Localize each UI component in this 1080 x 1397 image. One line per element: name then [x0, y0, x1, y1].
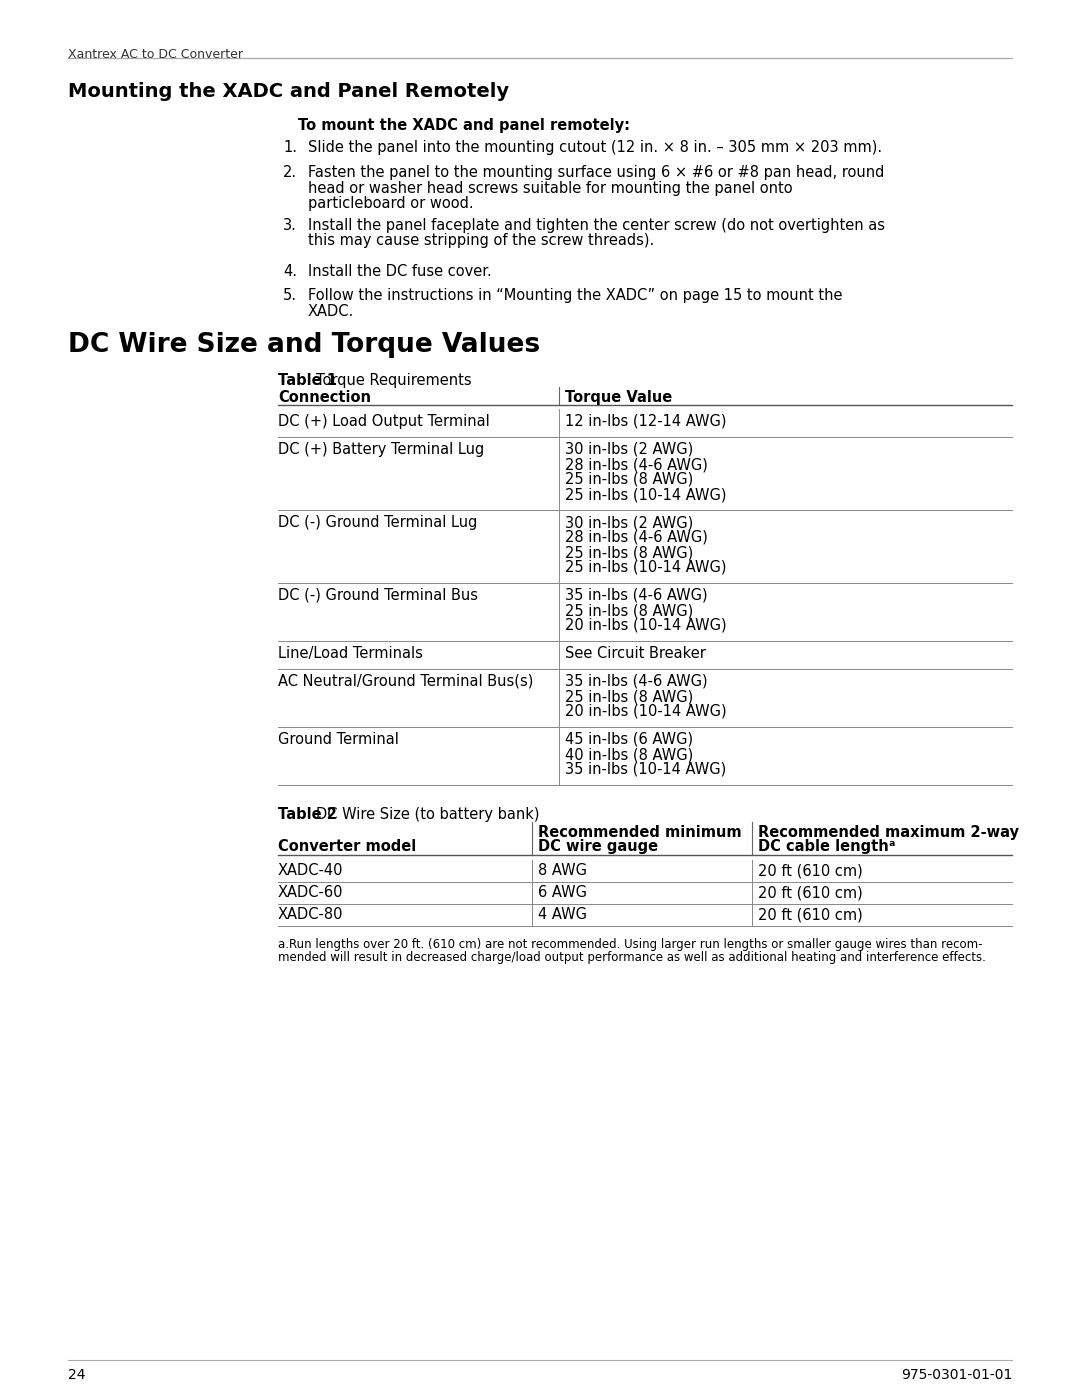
Text: DC Wire Size (to battery bank): DC Wire Size (to battery bank) [316, 807, 540, 821]
Text: 24: 24 [68, 1368, 85, 1382]
Text: DC (-) Ground Terminal Bus: DC (-) Ground Terminal Bus [278, 588, 478, 604]
Text: 20 ft (610 cm): 20 ft (610 cm) [758, 907, 863, 922]
Text: See Circuit Breaker: See Circuit Breaker [565, 645, 706, 661]
Text: 25 in-lbs (10-14 AWG): 25 in-lbs (10-14 AWG) [565, 560, 727, 576]
Text: 5.: 5. [283, 288, 297, 303]
Text: 35 in-lbs (10-14 AWG): 35 in-lbs (10-14 AWG) [565, 761, 726, 777]
Text: mended will result in decreased charge/load output performance as well as additi: mended will result in decreased charge/l… [278, 951, 986, 964]
Text: 45 in-lbs (6 AWG): 45 in-lbs (6 AWG) [565, 732, 693, 747]
Text: Recommended minimum: Recommended minimum [538, 826, 742, 840]
Text: DC cable lengthᵃ: DC cable lengthᵃ [758, 840, 895, 854]
Text: Torque Value: Torque Value [565, 390, 672, 405]
Text: 975-0301-01-01: 975-0301-01-01 [901, 1368, 1012, 1382]
Text: 35 in-lbs (4-6 AWG): 35 in-lbs (4-6 AWG) [565, 673, 707, 689]
Text: 35 in-lbs (4-6 AWG): 35 in-lbs (4-6 AWG) [565, 588, 707, 604]
Text: Converter model: Converter model [278, 840, 416, 854]
Text: Table 2: Table 2 [278, 807, 337, 821]
Text: Slide the panel into the mounting cutout (12 in. × 8 in. – 305 mm × 203 mm).: Slide the panel into the mounting cutout… [308, 140, 882, 155]
Text: DC (+) Load Output Terminal: DC (+) Load Output Terminal [278, 414, 489, 429]
Text: 25 in-lbs (8 AWG): 25 in-lbs (8 AWG) [565, 472, 693, 488]
Text: Table 1: Table 1 [278, 373, 337, 388]
Text: Ground Terminal: Ground Terminal [278, 732, 399, 747]
Text: 12 in-lbs (12-14 AWG): 12 in-lbs (12-14 AWG) [565, 414, 727, 429]
Text: Recommended maximum 2-way: Recommended maximum 2-way [758, 826, 1020, 840]
Text: 8 AWG: 8 AWG [538, 863, 588, 877]
Text: To mount the XADC and panel remotely:: To mount the XADC and panel remotely: [298, 117, 630, 133]
Text: Connection: Connection [278, 390, 372, 405]
Text: AC Neutral/Ground Terminal Bus(s): AC Neutral/Ground Terminal Bus(s) [278, 673, 534, 689]
Text: 4 AWG: 4 AWG [538, 907, 588, 922]
Text: 3.: 3. [283, 218, 297, 233]
Text: XADC-60: XADC-60 [278, 886, 343, 900]
Text: 25 in-lbs (8 AWG): 25 in-lbs (8 AWG) [565, 689, 693, 704]
Text: 30 in-lbs (2 AWG): 30 in-lbs (2 AWG) [565, 515, 693, 529]
Text: XADC-80: XADC-80 [278, 907, 343, 922]
Text: 6 AWG: 6 AWG [538, 886, 588, 900]
Text: Line/Load Terminals: Line/Load Terminals [278, 645, 423, 661]
Text: Xantrex AC to DC Converter: Xantrex AC to DC Converter [68, 47, 243, 61]
Text: Install the DC fuse cover.: Install the DC fuse cover. [308, 264, 491, 279]
Text: 25 in-lbs (8 AWG): 25 in-lbs (8 AWG) [565, 545, 693, 560]
Text: 2.: 2. [283, 165, 297, 180]
Text: 1.: 1. [283, 140, 297, 155]
Text: DC wire gauge: DC wire gauge [538, 840, 658, 854]
Text: DC Wire Size and Torque Values: DC Wire Size and Torque Values [68, 332, 540, 358]
Text: Torque Requirements: Torque Requirements [316, 373, 472, 388]
Text: DC (+) Battery Terminal Lug: DC (+) Battery Terminal Lug [278, 441, 484, 457]
Text: this may cause stripping of the screw threads).: this may cause stripping of the screw th… [308, 233, 654, 249]
Text: 28 in-lbs (4-6 AWG): 28 in-lbs (4-6 AWG) [565, 457, 707, 472]
Text: 20 in-lbs (10-14 AWG): 20 in-lbs (10-14 AWG) [565, 617, 727, 633]
Text: particleboard or wood.: particleboard or wood. [308, 196, 474, 211]
Text: 20 ft (610 cm): 20 ft (610 cm) [758, 886, 863, 900]
Text: 4.: 4. [283, 264, 297, 279]
Text: 25 in-lbs (8 AWG): 25 in-lbs (8 AWG) [565, 604, 693, 617]
Text: Mounting the XADC and Panel Remotely: Mounting the XADC and Panel Remotely [68, 82, 509, 101]
Text: DC (-) Ground Terminal Lug: DC (-) Ground Terminal Lug [278, 515, 477, 529]
Text: Fasten the panel to the mounting surface using 6 × #6 or #8 pan head, round: Fasten the panel to the mounting surface… [308, 165, 885, 180]
Text: 20 ft (610 cm): 20 ft (610 cm) [758, 863, 863, 877]
Text: head or washer head screws suitable for mounting the panel onto: head or washer head screws suitable for … [308, 180, 793, 196]
Text: XADC-40: XADC-40 [278, 863, 343, 877]
Text: 25 in-lbs (10-14 AWG): 25 in-lbs (10-14 AWG) [565, 488, 727, 502]
Text: a.Run lengths over 20 ft. (610 cm) are not recommended. Using larger run lengths: a.Run lengths over 20 ft. (610 cm) are n… [278, 937, 983, 951]
Text: 28 in-lbs (4-6 AWG): 28 in-lbs (4-6 AWG) [565, 529, 707, 545]
Text: 20 in-lbs (10-14 AWG): 20 in-lbs (10-14 AWG) [565, 704, 727, 719]
Text: 40 in-lbs (8 AWG): 40 in-lbs (8 AWG) [565, 747, 693, 761]
Text: 30 in-lbs (2 AWG): 30 in-lbs (2 AWG) [565, 441, 693, 457]
Text: Follow the instructions in “Mounting the XADC” on page 15 to mount the: Follow the instructions in “Mounting the… [308, 288, 842, 303]
Text: XADC.: XADC. [308, 303, 354, 319]
Text: Install the panel faceplate and tighten the center screw (do not overtighten as: Install the panel faceplate and tighten … [308, 218, 885, 233]
